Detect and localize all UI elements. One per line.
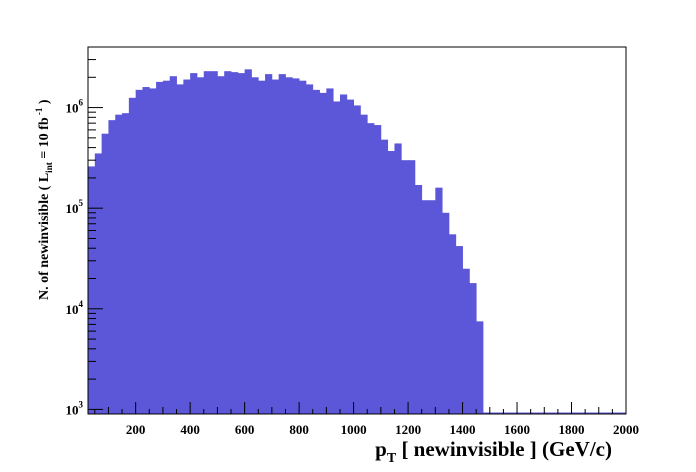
- histogram-bin: [367, 123, 375, 414]
- x-tick-label: 1000: [341, 422, 367, 437]
- histogram-bin: [190, 73, 198, 415]
- histogram-bin: [421, 200, 429, 414]
- histogram-bin: [353, 105, 361, 414]
- x-axis-title-rest: [ newinvisible ] (GeV/c): [396, 437, 612, 461]
- histogram-bin: [162, 80, 171, 414]
- x-tick-label: 800: [289, 422, 309, 437]
- x-axis-ticks: [94, 402, 627, 414]
- histogram-bin: [339, 94, 348, 415]
- histogram-bin: [476, 321, 484, 414]
- y-tick-labels: 103 104 105 106: [66, 98, 84, 418]
- histogram-bin: [217, 76, 225, 415]
- histogram-bin: [292, 78, 300, 414]
- histogram-bin: [387, 151, 395, 414]
- histogram-bin: [237, 73, 246, 415]
- x-axis-title-main: p: [375, 437, 387, 461]
- x-tick-label: 2000: [613, 422, 639, 437]
- histogram-bin: [169, 76, 177, 415]
- histogram-bin: [88, 166, 96, 414]
- histogram-bin: [299, 80, 307, 414]
- histogram-bin: [360, 114, 368, 415]
- histogram-bin: [408, 160, 416, 414]
- histogram-bin: [251, 77, 259, 414]
- histogram-bin: [414, 185, 423, 414]
- histogram-bin: [224, 71, 232, 415]
- x-tick-label: 1400: [450, 422, 476, 437]
- histogram-bin: [455, 246, 463, 414]
- histogram-bin: [312, 89, 320, 415]
- y-tick-label: 106: [66, 98, 84, 116]
- histogram-bin: [156, 81, 164, 414]
- histogram-bin: [244, 69, 252, 414]
- histogram-bin: [94, 153, 103, 414]
- x-tick-label: 1200: [395, 422, 421, 437]
- histogram-bin: [435, 187, 443, 414]
- histogram-bin: [176, 84, 184, 414]
- y-axis-title-subscript: int: [44, 162, 54, 173]
- y-axis-title: N. of newinvisible ( Lint = 10 fb -1 ): [34, 99, 54, 300]
- x-tick-label: 200: [126, 422, 146, 437]
- histogram-bin: [394, 143, 402, 414]
- x-tick-labels: 200 400 600 800 1000 1200 1400 1600 1800 2000: [126, 422, 639, 437]
- x-tick-label: 600: [235, 422, 255, 437]
- histogram-bin: [448, 234, 457, 414]
- histogram-bin: [128, 97, 137, 414]
- histogram-bin: [401, 160, 409, 414]
- x-axis-title-subscript: T: [387, 451, 397, 466]
- histogram-bin: [271, 79, 280, 414]
- x-axis-title: pT [ newinvisible ] (GeV/c): [375, 437, 612, 466]
- y-tick-label: 103: [66, 399, 84, 417]
- y-axis-title-superscript: -1: [34, 107, 44, 117]
- histogram-bin: [442, 212, 450, 414]
- histogram-bin: [319, 92, 327, 415]
- histogram-bin: [142, 87, 150, 414]
- y-tick-label: 104: [66, 299, 84, 317]
- histogram-bin: [380, 139, 389, 414]
- histogram-bin: [278, 74, 286, 414]
- histogram-bin: [258, 80, 266, 414]
- histogram-bin: [135, 89, 143, 415]
- y-axis-title-pre: N. of newinvisible ( L: [37, 173, 52, 300]
- histogram-bin: [462, 268, 470, 414]
- y-tick-label: 105: [66, 198, 84, 216]
- histogram-bin: [210, 71, 218, 415]
- histogram-bin: [265, 74, 273, 414]
- x-tick-label: 1800: [559, 422, 585, 437]
- histogram-bin: [183, 79, 191, 414]
- y-axis-title-post: ): [37, 99, 52, 108]
- histogram-bin: [149, 88, 157, 415]
- histogram-bin: [196, 77, 205, 414]
- histogram-bin: [428, 200, 436, 414]
- x-tick-label: 1600: [504, 422, 530, 437]
- histogram-bin: [346, 99, 354, 415]
- histogram-bin: [285, 77, 293, 414]
- histogram-bin: [115, 114, 123, 415]
- histogram-bars: [88, 69, 626, 415]
- histogram-bin: [231, 72, 239, 414]
- histogram-bin: [108, 120, 116, 414]
- histogram-bin: [333, 101, 341, 414]
- histogram-bin: [101, 133, 109, 414]
- histogram-bin: [305, 84, 314, 414]
- histogram-bin: [203, 71, 211, 415]
- histogram-bin: [469, 283, 477, 414]
- histogram-bin: [326, 88, 334, 415]
- y-axis-ticks: [88, 46, 103, 410]
- y-axis-title-mid: = 10 fb: [37, 117, 52, 162]
- histogram-bin: [374, 125, 382, 414]
- x-tick-label: 400: [180, 422, 200, 437]
- histogram-bin: [122, 113, 130, 414]
